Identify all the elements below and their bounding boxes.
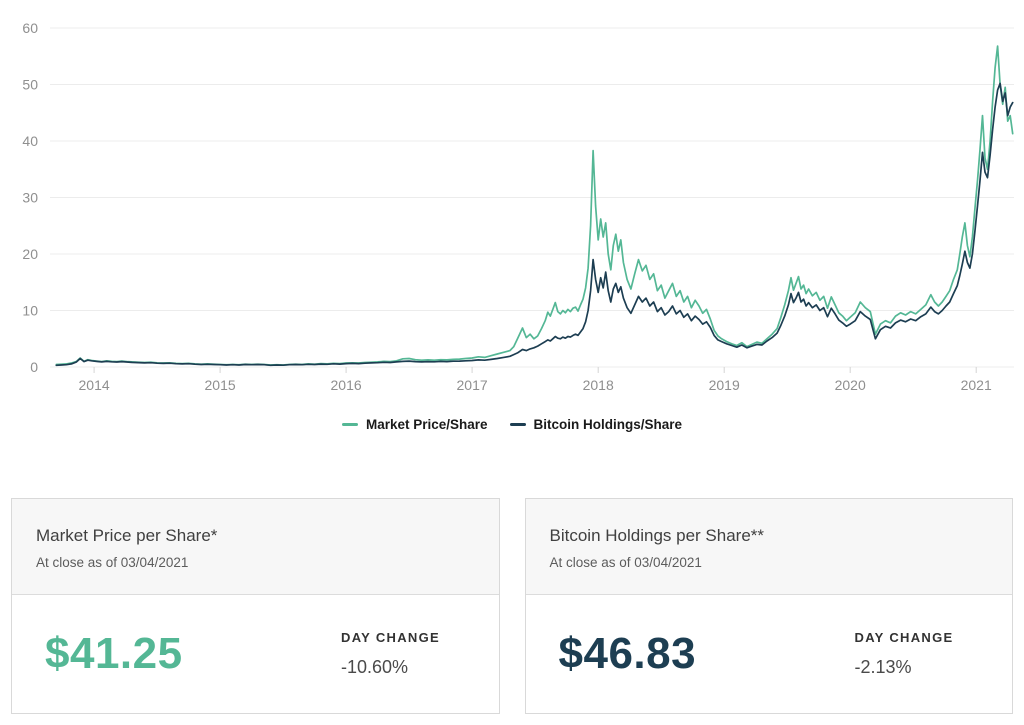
y-axis-tick-label: 40 bbox=[22, 133, 38, 149]
legend-label-market-price: Market Price/Share bbox=[365, 416, 488, 432]
series-line-1 bbox=[55, 82, 1014, 367]
x-axis-tick-label: 2019 bbox=[709, 377, 740, 393]
card-title: Market Price per Share* bbox=[36, 526, 218, 545]
x-axis-tick-label: 2015 bbox=[205, 377, 236, 393]
x-axis-tick-label: 2020 bbox=[835, 377, 866, 393]
bitcoin-holdings-value: $46.83 bbox=[558, 629, 697, 678]
legend-item-market-price[interactable]: Market Price/Share bbox=[341, 416, 488, 432]
market-price-card-header: Market Price per Share* At close as of 0… bbox=[12, 499, 499, 595]
market-price-value: $41.25 bbox=[45, 629, 183, 678]
x-axis-tick-label: 2016 bbox=[331, 377, 362, 393]
y-axis-tick-label: 60 bbox=[22, 20, 38, 36]
line-chart-canvas: 0 10 20 30 40 50 60 2014 2015 2016 2017 2018 2019 202… bbox=[22, 20, 1014, 393]
card-subtitle: At close as of 03/04/2021 bbox=[549, 555, 702, 570]
market-price-line-swatch bbox=[341, 422, 358, 426]
series-line-0 bbox=[55, 45, 1014, 366]
y-axis-tick-label: 10 bbox=[22, 303, 38, 319]
chart-legend: Market Price/Share Bitcoin Holdings/Shar… bbox=[0, 414, 1024, 434]
x-axis-tick-label: 2017 bbox=[457, 377, 488, 393]
legend-item-bitcoin-holdings[interactable]: Bitcoin Holdings/Share bbox=[509, 416, 683, 432]
bitcoin-holdings-card-body: $46.83 DAY CHANGE -2.13% bbox=[526, 595, 1013, 713]
day-change-block: DAY CHANGE -10.60% bbox=[341, 630, 440, 678]
bitcoin-holdings-line-swatch bbox=[509, 422, 526, 426]
day-change-value: -10.60% bbox=[341, 657, 409, 677]
day-change-block: DAY CHANGE -2.13% bbox=[855, 630, 954, 678]
y-axis-tick-label: 20 bbox=[22, 246, 38, 262]
price-history-chart: 0 10 20 30 40 50 60 2014 2015 2016 2017 2018 2019 202… bbox=[22, 20, 1014, 393]
day-change-label: DAY CHANGE bbox=[854, 630, 954, 645]
y-axis-tick-label: 30 bbox=[22, 190, 38, 206]
x-axis-tick-label: 2021 bbox=[961, 377, 992, 393]
x-axis-tick-label: 2018 bbox=[583, 377, 614, 393]
day-change-label: DAY CHANGE bbox=[341, 630, 440, 645]
market-price-card-body: $41.25 DAY CHANGE -10.60% bbox=[12, 595, 499, 713]
card-subtitle: At close as of 03/04/2021 bbox=[36, 555, 189, 570]
x-axis-tick-label: 2014 bbox=[79, 377, 110, 393]
legend-label-bitcoin-holdings: Bitcoin Holdings/Share bbox=[533, 416, 683, 432]
market-price-card: Market Price per Share* At close as of 0… bbox=[11, 498, 500, 714]
day-change-value: -2.13% bbox=[854, 657, 912, 677]
y-axis-tick-label: 0 bbox=[30, 359, 38, 375]
bitcoin-holdings-card-header: Bitcoin Holdings per Share** At close as… bbox=[525, 499, 1012, 595]
card-title: Bitcoin Holdings per Share** bbox=[549, 526, 765, 545]
summary-cards: Market Price per Share* At close as of 0… bbox=[0, 498, 1024, 714]
y-axis-tick-label: 50 bbox=[22, 77, 38, 93]
bitcoin-holdings-card: Bitcoin Holdings per Share** At close as… bbox=[524, 498, 1013, 714]
